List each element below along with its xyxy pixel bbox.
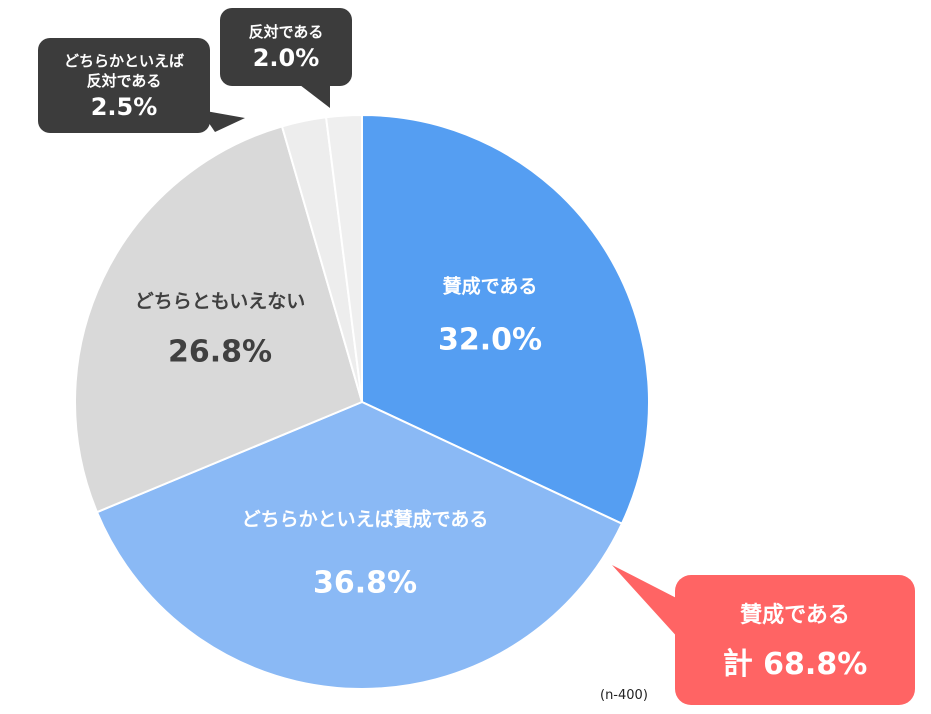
pie-slice (324, 113, 363, 403)
callout-pointer (300, 85, 330, 108)
callout: どちらかといえば反対である 2.5% (38, 38, 210, 133)
callout-text: 計 68.8% (722, 647, 868, 682)
value-label: 36.8% (312, 565, 418, 601)
total-callout: 賛成である 計 68.8% (675, 575, 915, 705)
callout-pointer (200, 110, 245, 132)
slice-label: どちらかといえば反対である (63, 51, 184, 90)
callout: 反対である 2.0% (220, 8, 352, 86)
value-label: 26.8% (167, 334, 273, 370)
slice-label: どちらともいえない (134, 290, 306, 313)
callout-title: 賛成である (740, 603, 850, 628)
pie-slice (95, 400, 624, 690)
pie-slice (361, 113, 650, 526)
slice-label: 反対である (248, 23, 324, 41)
slice-label: どちらかといえば賛成である (241, 508, 489, 531)
slice-label: 賛成である (442, 275, 538, 298)
value-label: 2.0% (252, 44, 320, 72)
callout-pointer (612, 565, 690, 640)
sample-note: (n-400) (600, 688, 648, 703)
value-label: 32.0% (437, 322, 543, 358)
pie-slice (74, 125, 364, 514)
value-label: 2.5% (90, 92, 158, 121)
